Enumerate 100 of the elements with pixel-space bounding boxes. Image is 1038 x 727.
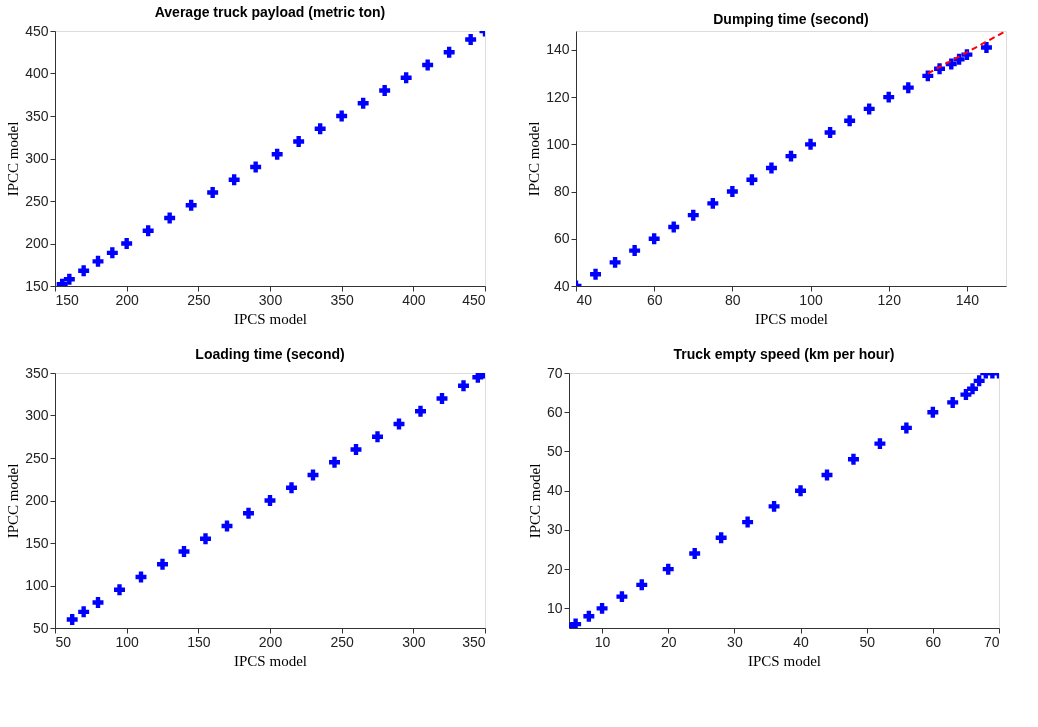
y-tick-label: 300: [25, 150, 49, 166]
y-axis-title: IPCC model: [5, 463, 22, 539]
y-tick-label: 60: [553, 230, 570, 247]
y-tick-label: 20: [546, 560, 563, 577]
y-tick-label: 120: [546, 88, 570, 105]
y-tick-label: 70: [546, 364, 563, 381]
y-tick-label: 400: [25, 65, 49, 81]
point: [715, 532, 727, 544]
x-tick-label: 60: [925, 633, 942, 650]
y-tick-label: 200: [25, 492, 49, 508]
y-axis-title: IPCC model: [5, 121, 22, 197]
point: [980, 42, 992, 53]
y-tick-label: 350: [25, 364, 49, 381]
point: [570, 618, 582, 628]
point: [114, 584, 125, 596]
x-tick-label: 200: [258, 633, 283, 650]
point: [960, 389, 972, 401]
y-tick-label: 250: [25, 449, 49, 466]
y-tick-label: 30: [546, 521, 563, 538]
point: [707, 197, 719, 209]
point: [415, 405, 426, 417]
x-tick-label: 120: [877, 291, 902, 308]
point: [350, 444, 362, 455]
x-tick-label: 50: [55, 633, 72, 650]
x-tick-label: 40: [793, 633, 810, 650]
y-tick-label: 40: [553, 277, 570, 294]
point: [243, 507, 254, 519]
y-tick-label: 150: [25, 534, 49, 551]
point: [902, 82, 914, 94]
x-tick-label: 450: [462, 291, 486, 308]
y-tick-label: 100: [25, 577, 49, 593]
point: [372, 431, 383, 443]
x-tick-label: 350: [462, 633, 486, 650]
y-tick-label: 140: [546, 41, 570, 58]
x-tick-label: 100: [799, 291, 823, 308]
point: [765, 162, 777, 174]
x-tick-label: 30: [727, 633, 743, 650]
point: [66, 614, 78, 625]
y-tick-label: 250: [25, 192, 49, 209]
x-tick-label: 200: [115, 291, 140, 308]
point: [458, 380, 469, 392]
point: [472, 373, 484, 383]
y-tick-label: 350: [25, 107, 49, 124]
x-tick-label: 250: [330, 633, 355, 650]
point: [662, 563, 674, 575]
point: [329, 456, 340, 468]
point: [967, 383, 979, 395]
chart-title: Dumping time (second): [713, 11, 869, 27]
point: [746, 174, 758, 186]
x-tick-label: 40: [576, 291, 593, 308]
y-tick-label: 150: [25, 277, 49, 294]
point: [927, 406, 939, 418]
point: [264, 495, 276, 506]
point: [178, 546, 190, 557]
x-tick-label: 50: [859, 633, 876, 650]
point: [863, 103, 875, 115]
chart-title: Truck empty speed (km per hour): [673, 346, 895, 362]
point: [609, 256, 621, 268]
point: [844, 115, 856, 127]
chart-title: Average truck payload (metric ton): [154, 4, 386, 20]
point: [795, 485, 807, 497]
point: [768, 500, 780, 512]
point: [92, 597, 104, 608]
point: [157, 558, 168, 570]
point: [616, 591, 628, 603]
point: [973, 375, 985, 387]
y-axis-title: IPCC model: [526, 463, 543, 539]
y-tick-label: 50: [32, 619, 49, 636]
point: [726, 186, 738, 198]
point: [286, 482, 297, 494]
x-axis-title: IPCS model: [748, 652, 821, 669]
point: [900, 422, 912, 434]
y-tick-label: 100: [546, 135, 570, 152]
point: [648, 233, 660, 245]
point: [629, 245, 641, 257]
point: [687, 209, 699, 221]
x-tick-label: 150: [187, 633, 211, 650]
point: [583, 610, 595, 622]
x-tick-label: 350: [330, 291, 355, 308]
y-tick-label: 40: [546, 482, 563, 499]
y-tick-label: 450: [25, 22, 49, 39]
y-tick-label: 200: [25, 235, 49, 251]
point: [947, 396, 959, 408]
point: [824, 127, 836, 138]
x-tick-label: 300: [402, 633, 426, 650]
x-tick-label: 300: [258, 291, 283, 308]
y-axis-title: IPCC model: [526, 121, 543, 197]
x-axis-title: IPCS model: [234, 310, 307, 327]
point: [742, 516, 754, 528]
x-tick-label: 150: [55, 291, 80, 308]
y-tick-label: 60: [546, 403, 563, 420]
point: [847, 453, 859, 465]
point: [668, 221, 680, 233]
point: [436, 393, 448, 404]
point: [883, 91, 895, 103]
x-tick-label: 400: [402, 291, 426, 308]
point: [200, 533, 211, 545]
x-tick-label: 20: [660, 633, 677, 650]
x-tick-label: 250: [187, 291, 211, 308]
x-tick-label: 70: [983, 633, 1000, 650]
